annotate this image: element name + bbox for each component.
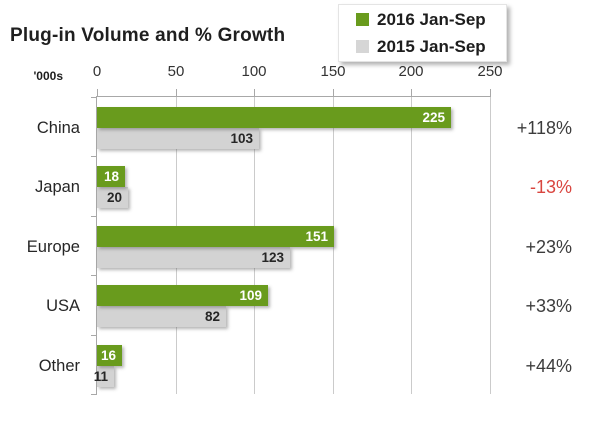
x-axis-tick xyxy=(411,89,412,97)
y-axis-tick xyxy=(91,216,97,217)
gridline xyxy=(490,97,491,394)
gridline xyxy=(411,97,412,394)
legend-swatch-2016-icon xyxy=(356,13,369,26)
bar-2015-europe: 123 xyxy=(97,247,290,268)
bar-2016-europe: 151 xyxy=(97,226,334,247)
bar-2016-japan: 18 xyxy=(97,166,125,187)
bar-2016-china: 225 xyxy=(97,107,451,128)
growth-label-usa: +33% xyxy=(525,296,572,316)
bar-2016-usa: 109 xyxy=(97,285,268,306)
growth-label-japan: -13% xyxy=(529,177,572,197)
x-axis-tick xyxy=(176,89,177,97)
chart-legend: 2016 Jan-Sep 2015 Jan-Sep xyxy=(338,4,507,62)
bar-value-label: 109 xyxy=(239,288,262,303)
bar-2016-other: 16 xyxy=(97,345,122,366)
x-tick-label: 200 xyxy=(398,63,424,80)
axis-unit-label: '000s xyxy=(33,69,63,83)
growth-label-europe: +23% xyxy=(525,237,572,257)
growth-label-china: +118% xyxy=(516,118,572,138)
category-label-other: Other xyxy=(38,357,80,375)
bar-value-label: 103 xyxy=(230,131,253,146)
bar-value-label: 20 xyxy=(106,190,122,205)
category-label-europe: Europe xyxy=(26,238,80,256)
bar-2015-usa: 82 xyxy=(97,306,226,327)
x-tick-label: 0 xyxy=(92,63,102,80)
x-tick-label: 250 xyxy=(477,63,503,80)
x-axis-tick xyxy=(254,89,255,97)
y-axis-tick xyxy=(91,156,97,157)
bar-value-label: 225 xyxy=(422,110,445,125)
bar-value-label: 11 xyxy=(93,369,108,384)
bar-2015-japan: 20 xyxy=(97,187,128,208)
x-axis-tick xyxy=(97,89,98,97)
bar-value-label: 18 xyxy=(103,169,119,184)
x-tick-label: 50 xyxy=(167,63,185,80)
legend-swatch-2015-icon xyxy=(356,40,369,53)
legend-label-2016: 2016 Jan-Sep xyxy=(377,9,486,29)
category-label-usa: USA xyxy=(46,297,80,315)
growth-label-other: +44% xyxy=(525,356,572,376)
category-label-china: China xyxy=(36,119,80,137)
chart-title: Plug-in Volume and % Growth xyxy=(10,25,286,46)
legend-item-2016: 2016 Jan-Sep xyxy=(356,8,506,32)
bar-value-label: 123 xyxy=(261,250,284,265)
legend-label-2015: 2015 Jan-Sep xyxy=(377,36,486,56)
y-axis-line xyxy=(96,96,97,394)
bar-value-label: 16 xyxy=(100,348,116,363)
legend-item-2015: 2015 Jan-Sep xyxy=(356,35,506,59)
bar-2015-other: 11 xyxy=(93,366,114,387)
category-label-japan: Japan xyxy=(35,178,80,196)
bar-2015-china: 103 xyxy=(97,128,259,149)
x-axis-tick xyxy=(333,89,334,97)
bar-value-label: 151 xyxy=(305,229,328,244)
y-axis-tick xyxy=(91,97,97,98)
x-tick-label: 150 xyxy=(320,63,346,80)
x-tick-label: 100 xyxy=(241,63,267,80)
bar-value-label: 82 xyxy=(204,309,220,324)
y-axis-tick xyxy=(91,335,97,336)
x-axis-tick xyxy=(490,89,491,97)
y-axis-tick xyxy=(91,275,97,276)
x-axis-line xyxy=(97,96,490,97)
y-axis-tick xyxy=(91,394,97,395)
